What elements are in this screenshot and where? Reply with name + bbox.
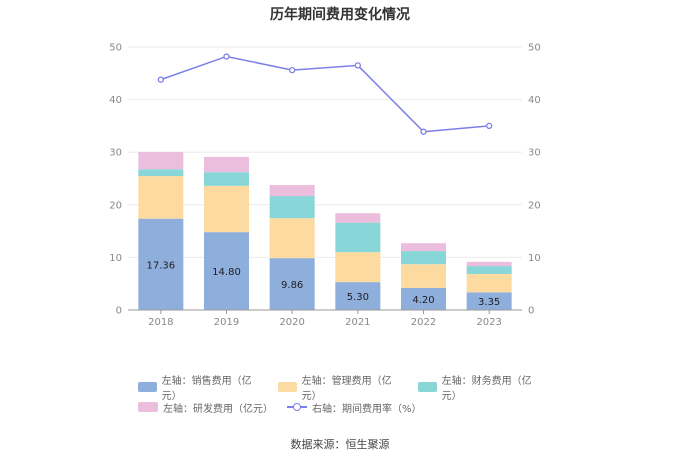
y-right-tick-label: 50 [528, 43, 541, 54]
y-left-tick-label: 10 [109, 253, 122, 264]
bar-admin[interactable] [269, 218, 315, 259]
rate-point[interactable] [223, 53, 230, 60]
bar-rd[interactable] [269, 185, 315, 197]
bar-finance[interactable] [401, 251, 446, 265]
x-tick-label: 2019 [214, 317, 239, 328]
grid-layer [128, 46, 522, 258]
legend-item-admin[interactable]: 左轴：管理费用（亿元） [278, 372, 404, 402]
rate-point[interactable] [289, 66, 296, 74]
bar-sales[interactable] [401, 287, 446, 310]
legend-line-rate-icon [287, 402, 307, 412]
legend-row-1: 左轴：销售费用（亿元） 左轴：管理费用（亿元） 左轴：财务费用（亿元） [138, 376, 558, 402]
legend-label-finance: 左轴：财务费用（亿元） [441, 376, 532, 402]
bar-admin[interactable] [401, 264, 446, 288]
bar-finance[interactable] [269, 196, 315, 219]
bar-value-label: 17.36 [147, 260, 176, 271]
rate-line-layer [157, 53, 493, 135]
bar-finance[interactable] [335, 222, 381, 253]
legend-swatch-rd [138, 402, 158, 412]
bars-layer [138, 151, 512, 310]
chart-title: 历年期间费用变化情况 [270, 7, 410, 23]
x-tick-label: 2021 [345, 317, 370, 328]
y-left-tick-label: 0 [116, 306, 122, 317]
bar-value-label: 14.80 [212, 267, 241, 278]
y-left-tick-label: 40 [109, 95, 122, 106]
bar-sales[interactable] [204, 232, 249, 310]
bar-finance[interactable] [466, 266, 512, 274]
y-right-tick-label: 0 [528, 306, 534, 317]
y-left-tick-label: 30 [109, 148, 122, 159]
legend-label-rd: 左轴：研发费用（亿元） [163, 403, 273, 415]
bar-finance[interactable] [138, 169, 184, 177]
y-right-tick-label: 10 [528, 253, 541, 264]
x-tick-label: 2020 [279, 317, 304, 328]
rate-point[interactable] [420, 128, 427, 135]
bar-admin[interactable] [138, 176, 184, 219]
bar-value-label: 5.30 [347, 292, 369, 303]
bar-sales[interactable] [466, 292, 512, 310]
bar-rd[interactable] [335, 213, 381, 223]
legend-label-sales: 左轴：销售费用（亿元） [161, 376, 252, 402]
legend-label-admin: 左轴：管理费用（亿元） [301, 376, 392, 402]
bar-admin[interactable] [466, 273, 512, 293]
legend-swatch-finance [418, 382, 437, 392]
bar-rd[interactable] [138, 151, 184, 170]
legend-row-2: 左轴：研发费用（亿元） 右轴：期间费用率（%） [138, 397, 558, 417]
legend-item-rate[interactable]: 右轴：期间费用率（%） [287, 400, 422, 415]
legend-item-rd[interactable]: 左轴：研发费用（亿元） [138, 400, 273, 415]
rate-line [160, 55, 490, 133]
bar-admin[interactable] [204, 185, 249, 233]
bar-value-label: 9.86 [281, 280, 303, 291]
y-right-tick-label: 20 [528, 200, 541, 211]
bar-labels-layer: 17.36 14.80 9.86 5.30 4.20 3.35 [147, 260, 501, 308]
y-left-tick-label: 50 [109, 43, 122, 54]
rate-point[interactable] [486, 122, 493, 130]
legend-label-rate: 右轴：期间费用率（%） [312, 403, 422, 415]
y-left-tick-label: 20 [109, 200, 122, 211]
y-right-tick-label: 30 [528, 148, 541, 159]
bar-sales[interactable] [138, 218, 184, 310]
bar-value-label: 3.35 [478, 297, 500, 308]
bar-admin[interactable] [335, 252, 381, 283]
bar-rd[interactable] [204, 156, 249, 173]
x-tick-label: 2018 [148, 317, 173, 328]
bar-rd[interactable] [401, 243, 446, 252]
legend: 左轴：销售费用（亿元） 左轴：管理费用（亿元） 左轴：财务费用（亿元） 左轴：研… [138, 376, 558, 417]
rate-point[interactable] [157, 76, 164, 83]
bar-sales[interactable] [269, 258, 315, 310]
x-tick-label: 2022 [411, 317, 436, 328]
bar-finance[interactable] [204, 172, 249, 186]
axis-layer: 0 10 20 30 40 50 0 10 20 30 40 50 2018 2019 2020 2021 20… [109, 43, 540, 329]
legend-item-sales[interactable]: 左轴：销售费用（亿元） [138, 372, 264, 402]
legend-item-finance[interactable]: 左轴：财务费用（亿元） [418, 372, 544, 402]
bar-sales[interactable] [335, 282, 381, 310]
rate-point[interactable] [354, 62, 361, 69]
legend-swatch-admin [278, 382, 297, 392]
x-tick-label: 2023 [476, 317, 501, 328]
bar-rd[interactable] [466, 261, 512, 267]
legend-swatch-sales [138, 382, 157, 392]
data-source: 数据来源：恒生聚源 [290, 438, 390, 451]
bar-value-label: 4.20 [412, 295, 434, 306]
y-right-tick-label: 40 [528, 95, 541, 106]
